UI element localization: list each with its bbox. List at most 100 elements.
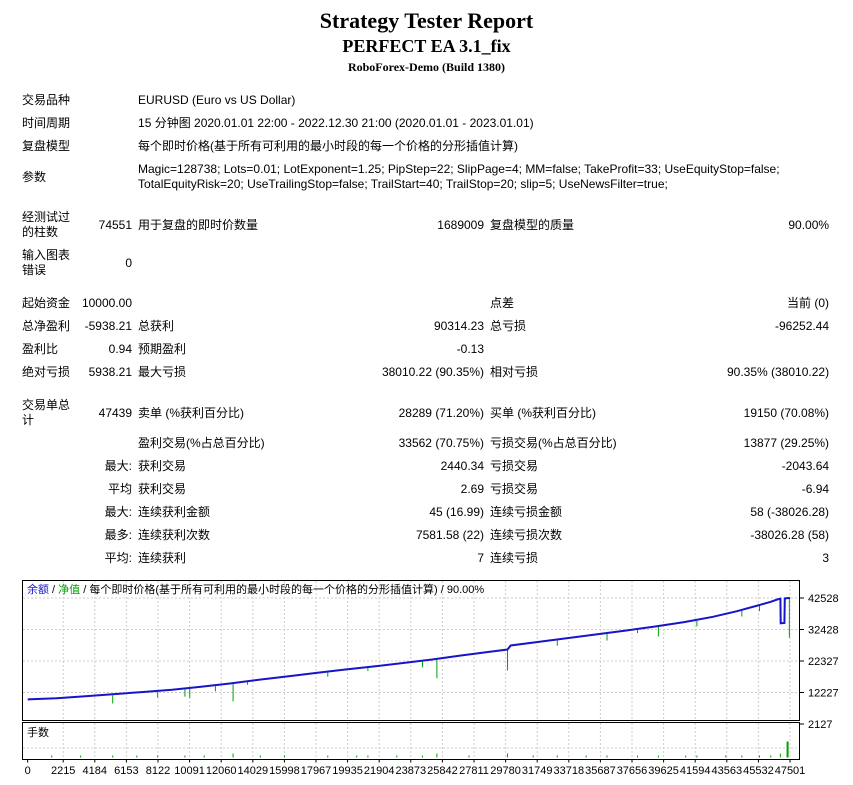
svg-text:15998: 15998 [269, 765, 300, 777]
report-cell [22, 432, 78, 455]
chart: 42528 32428 22327 12227 2127 0 2215 4184 6153 812… [22, 580, 853, 785]
table-row: 输入图表错误 0 [22, 244, 835, 282]
report-cell: 连续获利金额 [138, 505, 211, 519]
svg-text:41594: 41594 [680, 765, 711, 777]
report-cell: 总净盈利 [22, 319, 71, 333]
svg-text:27811: 27811 [459, 765, 489, 777]
svg-text:17967: 17967 [301, 765, 332, 777]
report-cell [138, 282, 323, 315]
report-table: 交易品种 EURUSD (Euro vs US Dollar) 时间周期 15 分钟图… [22, 89, 835, 570]
report-cell [78, 432, 138, 455]
report-cell: 盈利交易(%占总百分比) [138, 436, 265, 450]
ea-name: PERFECT EA 3.1_fix [342, 36, 511, 56]
balance-series [27, 597, 791, 701]
svg-text:37656: 37656 [617, 765, 648, 777]
report-cell [22, 501, 78, 524]
report-cell: 参数 [22, 169, 47, 184]
report-cell: 平均 [108, 482, 133, 496]
svg-text:4184: 4184 [83, 765, 107, 777]
report-title: Strategy Tester Report [319, 8, 534, 33]
svg-text:12060: 12060 [206, 765, 237, 777]
report-cell: -96252.44 [775, 319, 830, 333]
table-row: 参数 Magic=128738; Lots=0.01; LotExponent=1… [22, 158, 835, 196]
report-cell: 58 (-38026.28) [750, 505, 830, 519]
report-cell: 13877 (29.25%) [743, 436, 830, 450]
report-cell [22, 455, 78, 478]
report-cell: 交易单总计 [22, 398, 71, 427]
report-cell: 复盘模型的质量 [490, 217, 575, 232]
report-cell: 连续亏损次数 [490, 528, 563, 542]
report-cell: 3 [822, 551, 830, 565]
report-cell: 2.69 [460, 482, 485, 496]
table-row: 平均 获利交易 2.69 亏损交易 -6.94 [22, 478, 835, 501]
table-row: 经测试过的柱数 74551 用于复盘的即时价数量 1689009 复盘模型的质量 90.0… [22, 196, 835, 244]
report-cell: 亏损交易 [490, 482, 539, 496]
svg-text:10091: 10091 [174, 765, 205, 777]
svg-text:42528: 42528 [808, 593, 839, 605]
report-cell: 28289 (71.20%) [398, 405, 485, 420]
report-cell: 47439 [98, 405, 133, 420]
table-row: 平均: 连续获利 7 连续亏损 3 [22, 547, 835, 570]
svg-text:33718: 33718 [553, 765, 584, 777]
report-cell: 0 [125, 255, 133, 270]
report-cell [700, 338, 835, 361]
svg-text:21904: 21904 [364, 765, 395, 777]
report-cell: 7 [477, 551, 485, 565]
report-cell: 最多: [104, 528, 133, 542]
report-cell [138, 244, 323, 282]
table-row: 起始资金 10000.00 点差 当前 (0) [22, 282, 835, 315]
svg-text:29780: 29780 [490, 765, 521, 777]
chart-legend: 余额 / 净值 / 每个即时价格(基于所有可利用的最小时段的每一个价格的分形插值… [27, 582, 484, 596]
svg-text:0: 0 [25, 765, 31, 777]
report-cell: -6.94 [801, 482, 830, 496]
table-row: 盈利比 0.94 预期盈利 -0.13 [22, 338, 835, 361]
svg-text:2127: 2127 [808, 719, 832, 731]
report-cell: 5938.21 [88, 365, 133, 379]
report-cell: 时间周期 [22, 116, 71, 130]
report-cell: 0.94 [108, 342, 133, 356]
report-cell [22, 524, 78, 547]
report-cell: 点差 [490, 296, 515, 310]
report-cell: 45 (16.99) [429, 505, 485, 519]
svg-text:19935: 19935 [332, 765, 363, 777]
svg-text:余额 / 净值 / 每个即时价格(基于所有可利用的最小时段的: 余额 / 净值 / 每个即时价格(基于所有可利用的最小时段的每一个价格的分形插值… [27, 582, 484, 596]
report-cell: -5938.21 [84, 319, 133, 333]
table-row: 交易品种 EURUSD (Euro vs US Dollar) [22, 89, 835, 112]
report-cell: 1689009 [437, 217, 485, 232]
report-cell: 连续获利次数 [138, 528, 211, 542]
svg-text:25842: 25842 [427, 765, 458, 777]
report-cell: EURUSD (Euro vs US Dollar) [138, 93, 296, 107]
svg-text:手数: 手数 [27, 725, 49, 739]
balance-chart: 42528 32428 22327 12227 2127 0 2215 4184 6153 812… [22, 580, 839, 777]
report-cell: -38026.28 (58) [750, 528, 830, 542]
report-cell: 最大: [104, 505, 133, 519]
report-cell: 连续亏损金额 [490, 505, 563, 519]
svg-text:8122: 8122 [146, 765, 170, 777]
svg-text:39625: 39625 [648, 765, 679, 777]
report-cell: 90.35% (38010.22) [726, 365, 830, 379]
lots-bars [51, 741, 789, 758]
report-cell: 盈利比 [22, 342, 59, 356]
report-cell: 每个即时价格(基于所有可利用的最小时段的每一个价格的分形插值计算) [138, 139, 519, 153]
report-cell: 2440.34 [440, 459, 485, 473]
table-row: 复盘模型 每个即时价格(基于所有可利用的最小时段的每一个价格的分形插值计算) [22, 135, 835, 158]
report-cell: 当前 (0) [787, 296, 830, 310]
report-header: Strategy Tester Report PERFECT EA 3.1_fi… [0, 8, 853, 75]
report-cell: 最大亏损 [138, 365, 187, 379]
report-cell: 连续获利 [138, 551, 187, 565]
report-cell: 90.00% [788, 217, 830, 232]
report-cell: -0.13 [456, 342, 485, 356]
report-cell: 平均: [104, 551, 133, 565]
report-cell: 7581.58 (22) [415, 528, 485, 542]
report-cell: 最大: [104, 459, 133, 473]
report-cell: 相对亏损 [490, 365, 539, 379]
svg-text:47501: 47501 [775, 765, 806, 777]
report-cell: 亏损交易(%占总百分比) [490, 436, 617, 450]
report-cell [22, 547, 78, 570]
report-cell: 38010.22 (90.35%) [381, 365, 485, 379]
report-cell: 获利交易 [138, 482, 187, 496]
report-cell [700, 244, 835, 282]
lots-label: 手数 [27, 725, 49, 739]
report-cell: 复盘模型 [22, 139, 71, 153]
svg-text:23873: 23873 [395, 765, 426, 777]
